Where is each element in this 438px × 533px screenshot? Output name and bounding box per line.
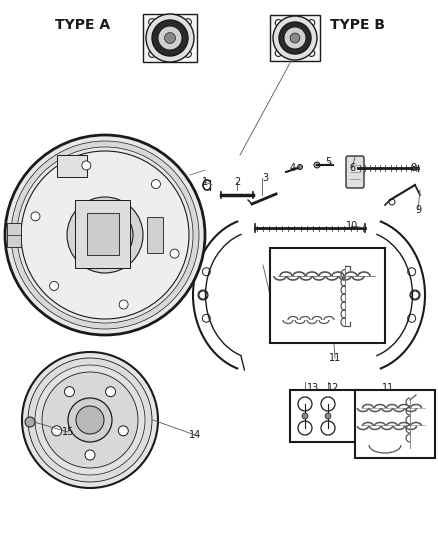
Circle shape — [118, 426, 128, 436]
Circle shape — [158, 26, 182, 50]
Circle shape — [314, 162, 320, 168]
Circle shape — [21, 151, 189, 319]
Circle shape — [5, 135, 205, 335]
Circle shape — [68, 398, 112, 442]
Circle shape — [25, 417, 35, 427]
Text: 11: 11 — [382, 383, 394, 393]
Circle shape — [308, 20, 315, 26]
Circle shape — [22, 352, 158, 488]
Text: 2: 2 — [234, 177, 240, 187]
Circle shape — [146, 14, 194, 62]
Text: 9: 9 — [415, 205, 421, 215]
Text: 4: 4 — [290, 163, 296, 173]
Circle shape — [87, 217, 123, 253]
Circle shape — [52, 426, 62, 436]
Bar — [7, 223, 21, 247]
Circle shape — [67, 197, 143, 273]
Text: 15: 15 — [62, 427, 74, 437]
Text: TYPE A: TYPE A — [55, 18, 110, 32]
Text: 14: 14 — [189, 430, 201, 440]
Circle shape — [184, 50, 191, 58]
Circle shape — [290, 33, 300, 43]
Circle shape — [148, 50, 155, 58]
FancyBboxPatch shape — [346, 156, 364, 188]
Bar — [87, 213, 119, 255]
Circle shape — [49, 281, 59, 290]
Circle shape — [106, 386, 116, 397]
Circle shape — [275, 50, 282, 56]
Circle shape — [152, 180, 160, 189]
Circle shape — [297, 165, 303, 169]
Circle shape — [31, 212, 40, 221]
Bar — [75, 200, 130, 268]
Circle shape — [302, 413, 308, 419]
Bar — [270, 248, 385, 343]
Circle shape — [148, 19, 155, 26]
Circle shape — [17, 147, 193, 323]
Circle shape — [64, 386, 74, 397]
Circle shape — [325, 413, 331, 419]
Bar — [143, 14, 197, 62]
Circle shape — [119, 300, 128, 309]
Text: TYPE B: TYPE B — [330, 18, 385, 32]
Text: 1: 1 — [202, 177, 208, 187]
Circle shape — [273, 16, 317, 60]
Text: 10: 10 — [346, 221, 358, 231]
Bar — [270, 15, 320, 61]
Text: 13: 13 — [307, 383, 319, 393]
Circle shape — [279, 22, 311, 54]
Circle shape — [42, 372, 138, 468]
Circle shape — [85, 450, 95, 460]
Circle shape — [275, 20, 282, 26]
Circle shape — [76, 406, 104, 434]
Text: 3: 3 — [262, 173, 268, 183]
Text: 6: 6 — [349, 163, 355, 173]
Bar — [355, 390, 435, 458]
Text: 8: 8 — [410, 163, 416, 173]
Text: 12: 12 — [327, 383, 339, 393]
Circle shape — [77, 207, 133, 263]
Circle shape — [170, 249, 179, 258]
Circle shape — [35, 365, 145, 475]
Circle shape — [184, 19, 191, 26]
Circle shape — [165, 33, 175, 43]
Text: 5: 5 — [325, 157, 331, 167]
Bar — [57, 155, 87, 177]
Bar — [290, 390, 360, 442]
Circle shape — [152, 20, 188, 56]
Circle shape — [11, 141, 199, 329]
Bar — [147, 217, 163, 253]
Circle shape — [28, 358, 152, 482]
Circle shape — [82, 161, 91, 170]
Text: 11: 11 — [329, 353, 341, 363]
Circle shape — [284, 27, 306, 49]
Circle shape — [308, 50, 315, 56]
